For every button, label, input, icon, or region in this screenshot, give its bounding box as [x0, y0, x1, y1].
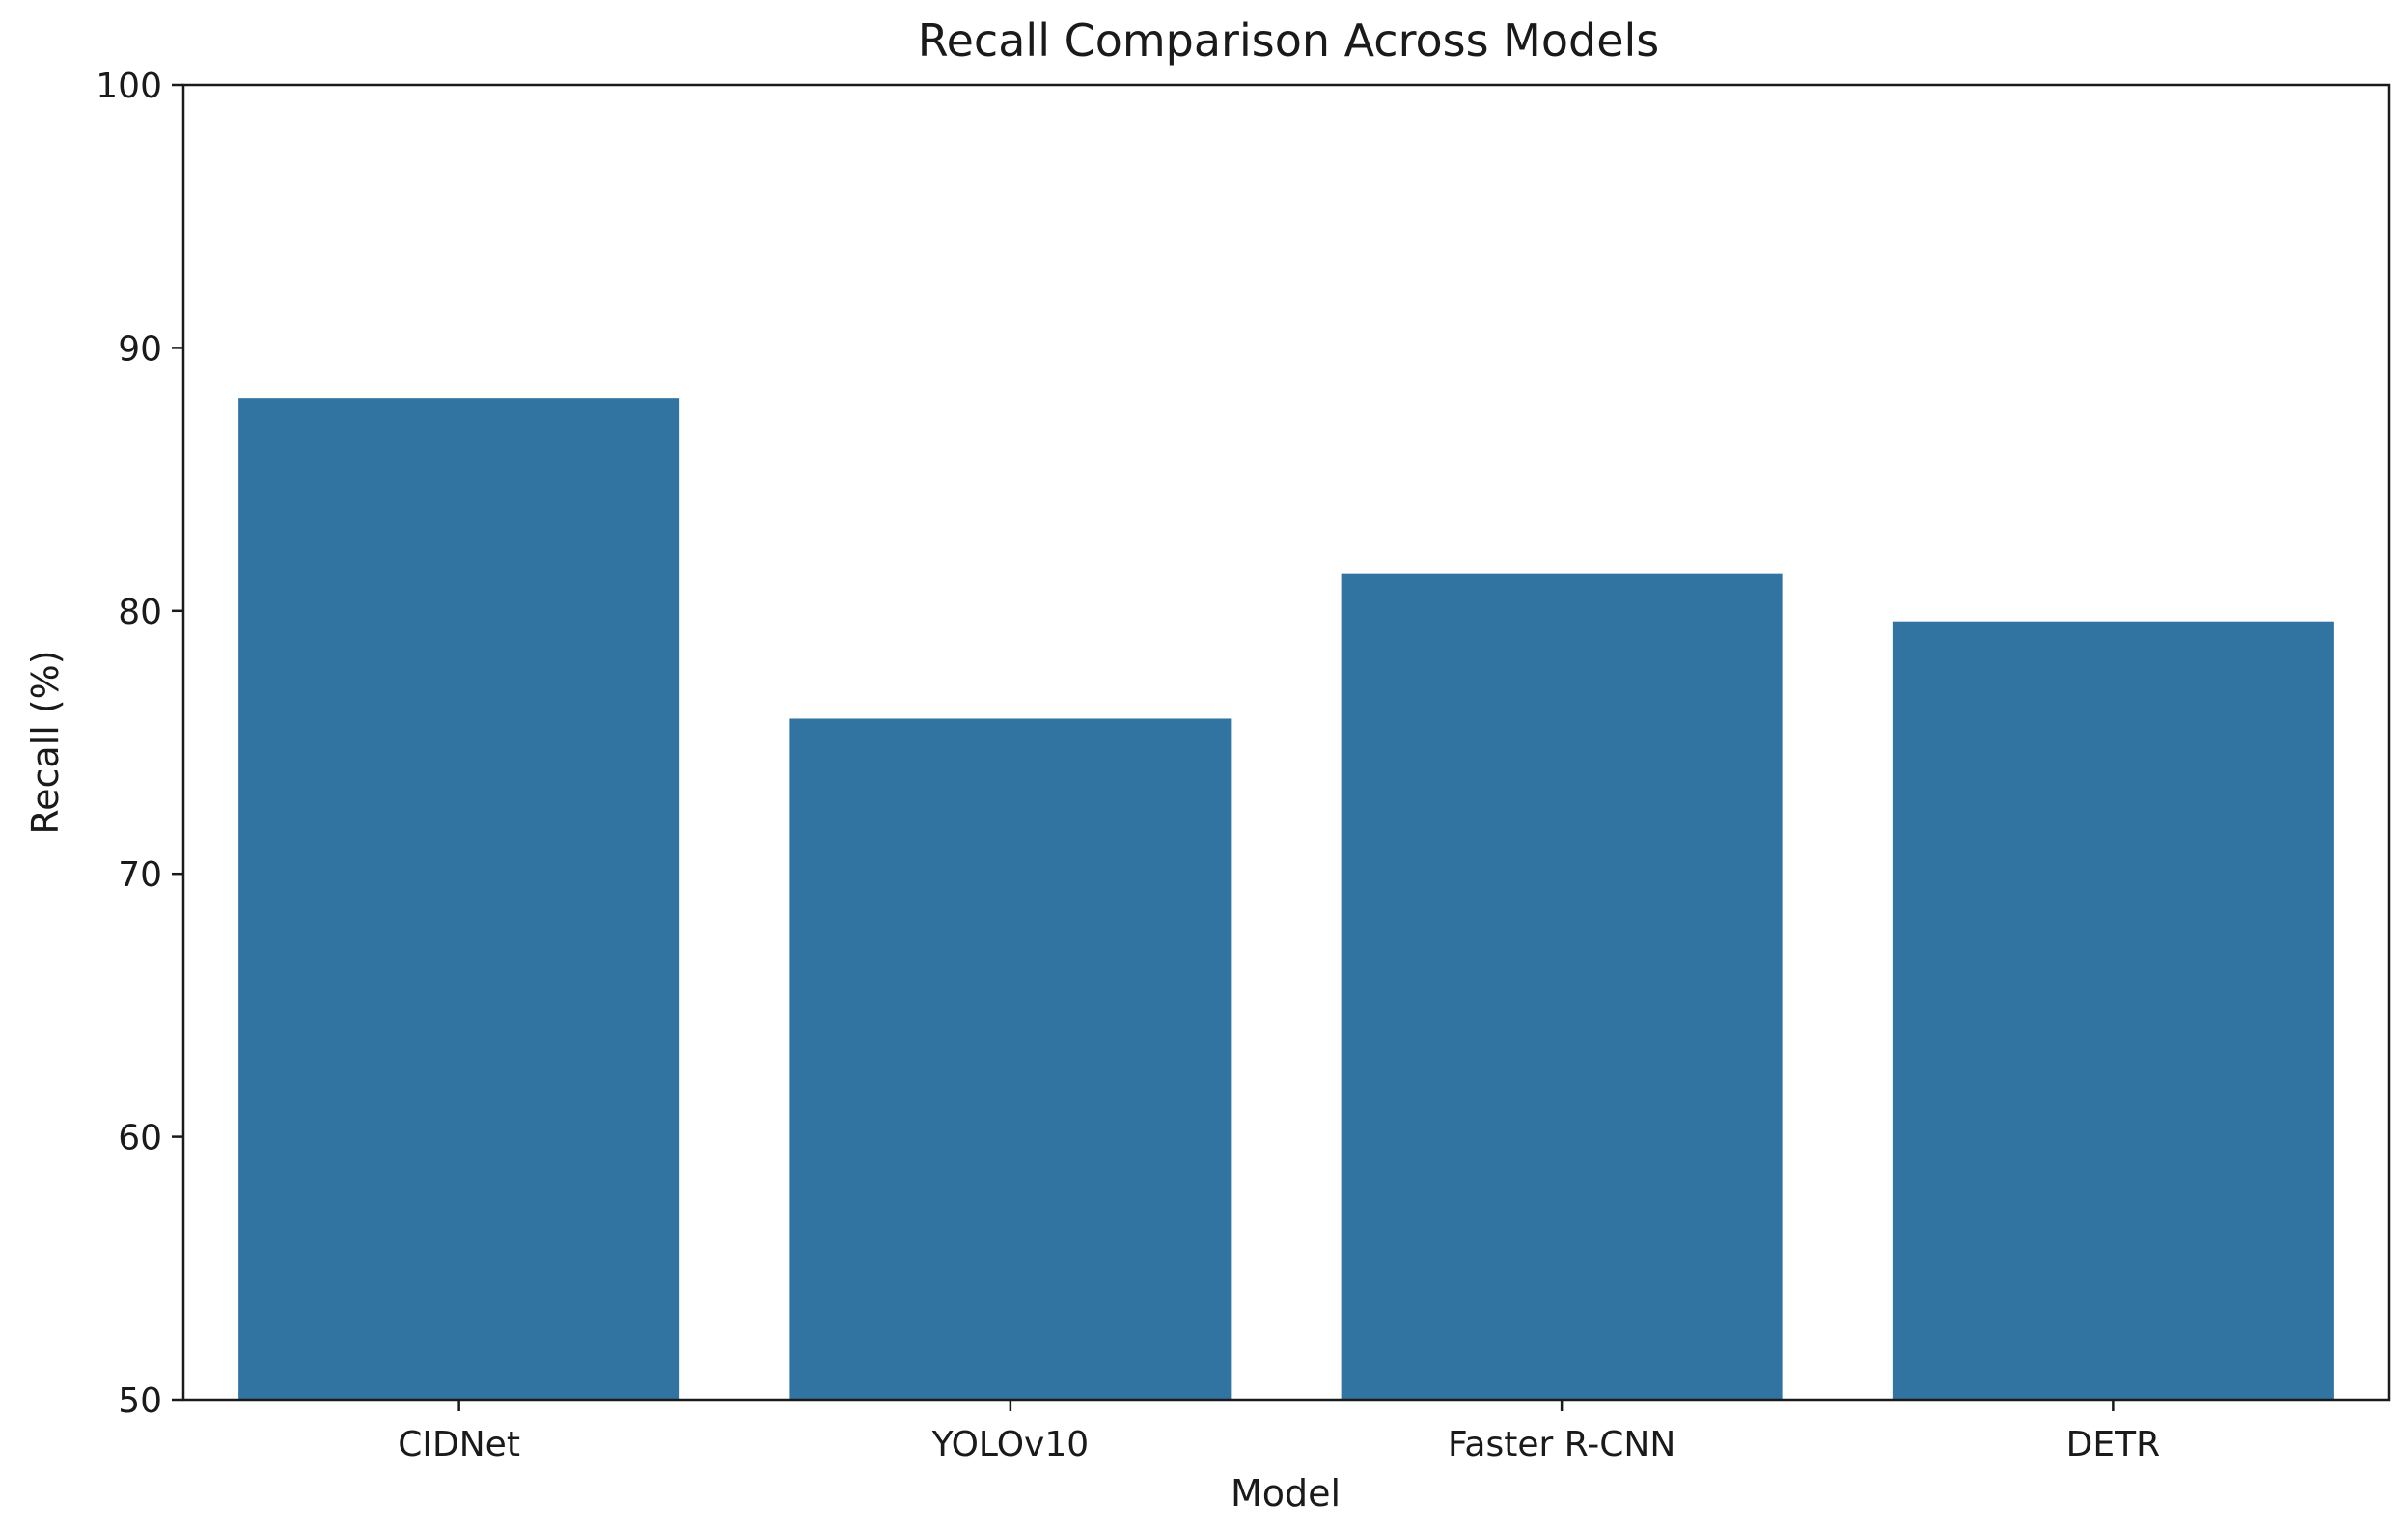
x-axis-ticks: CIDNet YOLOv10 Faster R-CNN DETR — [398, 1400, 2160, 1464]
x-axis-label: Model — [1231, 1472, 1341, 1515]
bars-group — [238, 398, 2334, 1400]
y-tick-label: 60 — [118, 1119, 162, 1158]
x-tick-label: DETR — [2066, 1425, 2160, 1464]
chart-title: Recall Comparison Across Models — [918, 14, 1660, 67]
y-tick-label: 50 — [118, 1381, 162, 1421]
y-axis-ticks: 50 60 70 80 90 100 — [96, 67, 183, 1421]
bar-detr — [1892, 621, 2334, 1400]
x-tick-label: YOLOv10 — [931, 1425, 1090, 1464]
bar-yolov10 — [789, 718, 1232, 1400]
y-axis-label: Recall (%) — [24, 650, 67, 834]
y-tick-label: 100 — [96, 67, 162, 106]
y-tick-label: 80 — [118, 593, 162, 632]
x-tick-label: Faster R-CNN — [1448, 1425, 1675, 1464]
bar-faster-r-cnn — [1341, 573, 1783, 1400]
bar-cidnet — [238, 398, 680, 1400]
plot-frame — [181, 83, 2391, 1402]
x-tick-label: CIDNet — [398, 1425, 520, 1464]
y-tick-label: 70 — [118, 855, 162, 895]
y-tick-label: 90 — [118, 329, 162, 369]
